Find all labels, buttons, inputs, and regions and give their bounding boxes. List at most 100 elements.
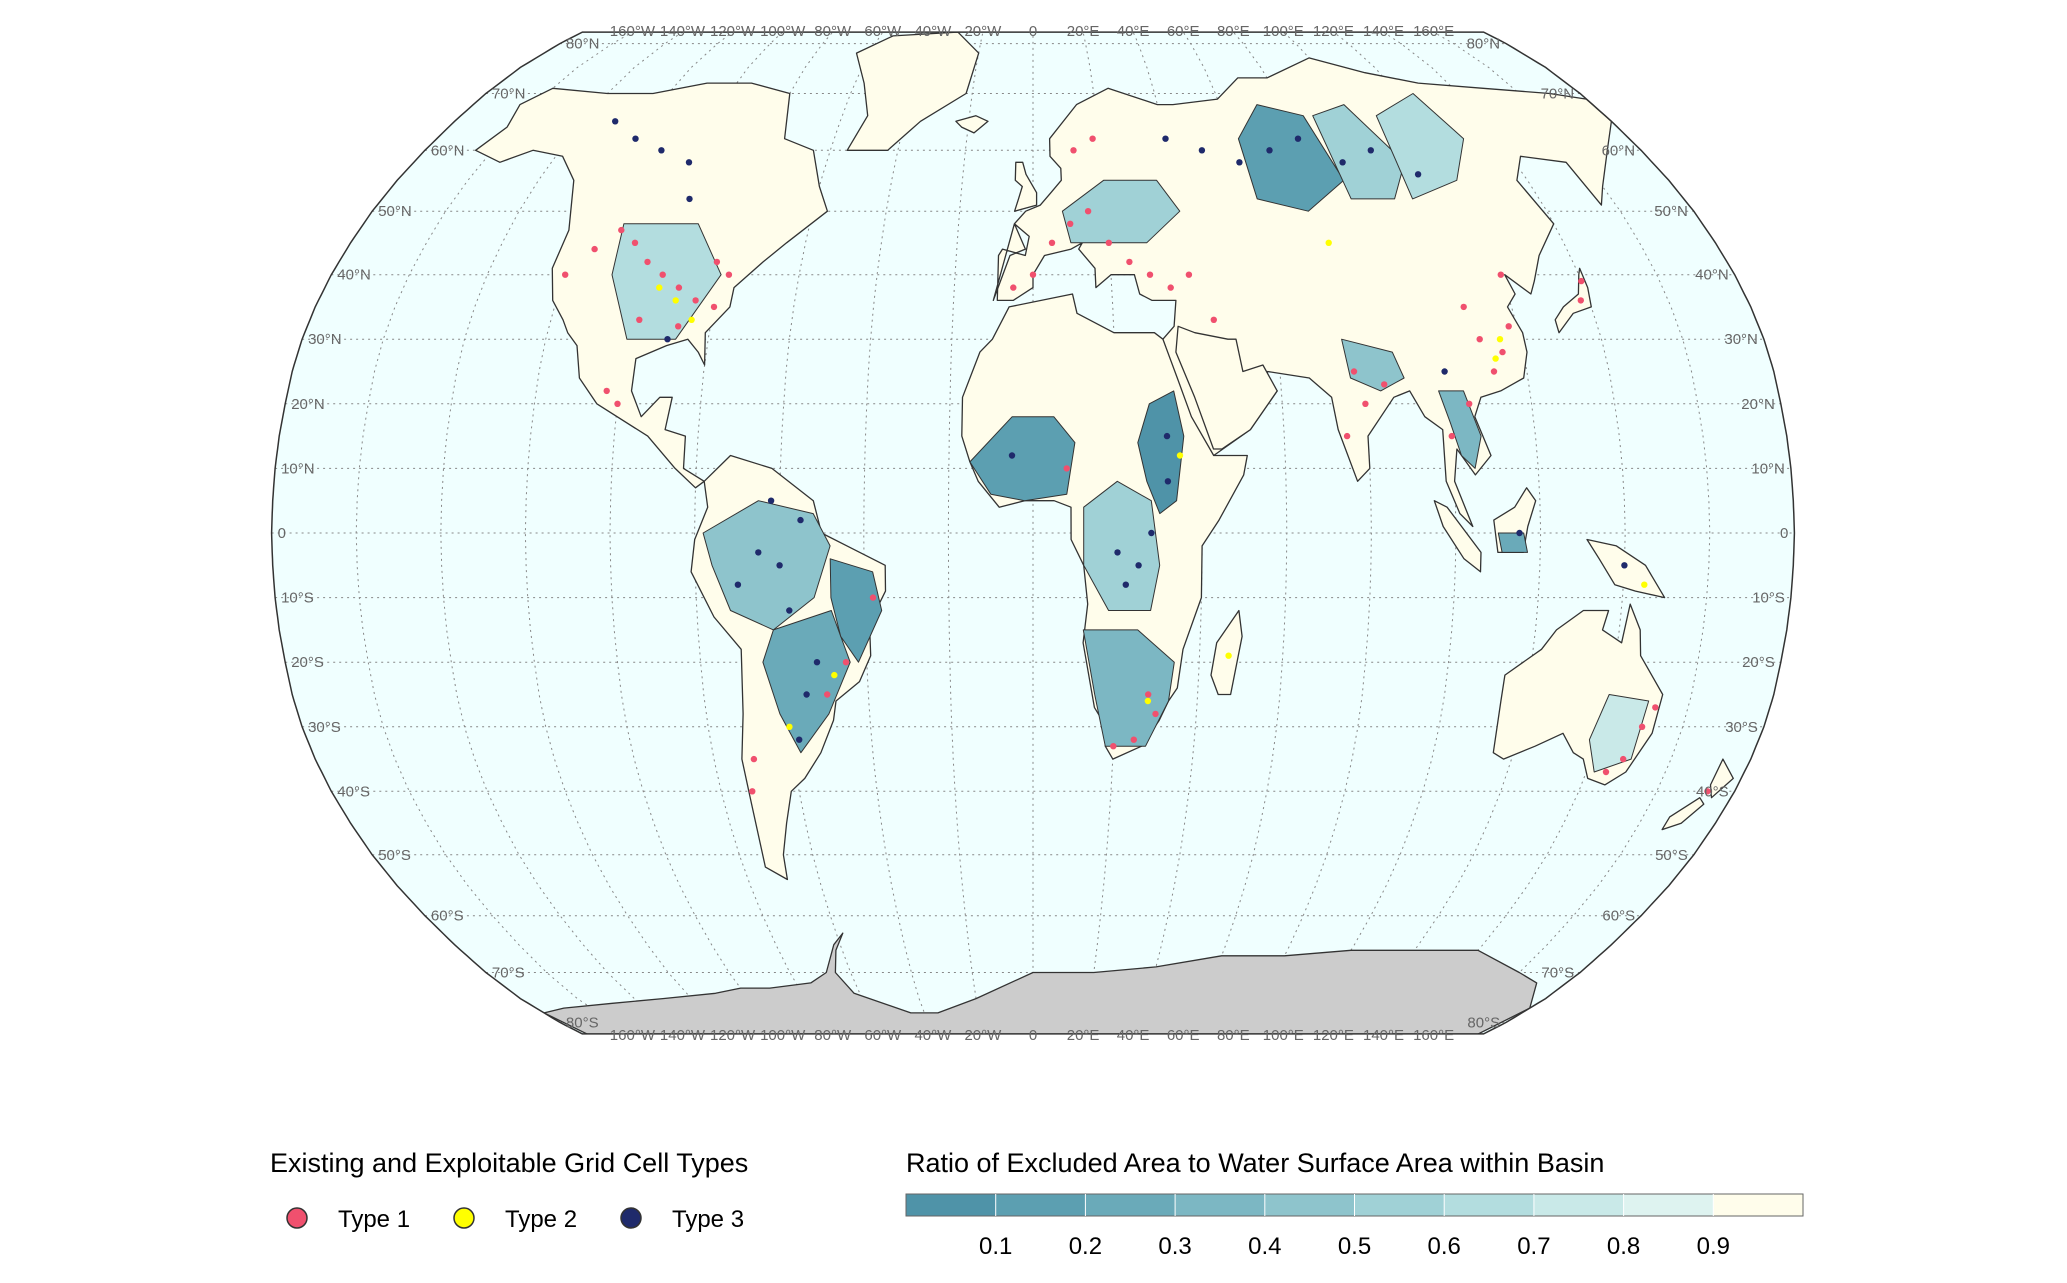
lon-label-top: 20°W bbox=[964, 23, 1002, 40]
lon-label-top: 40°E bbox=[1117, 23, 1150, 40]
lon-label-top: 20°E bbox=[1067, 23, 1100, 40]
grid-cell-type-3 bbox=[1266, 147, 1273, 154]
grid-cell-type-1 bbox=[824, 691, 831, 698]
grid-cell-type-3 bbox=[1162, 135, 1169, 142]
grid-cell-type-1 bbox=[1448, 432, 1456, 440]
grid-cell-type-3 bbox=[1008, 452, 1016, 459]
landmass-new-zealand-north bbox=[1709, 758, 1734, 799]
lat-label-right: 80°N bbox=[1467, 36, 1501, 53]
basin-congo-basin bbox=[1083, 480, 1161, 611]
grid-cell-type-1 bbox=[1105, 239, 1113, 246]
colorbar bbox=[905, 1193, 1804, 1217]
grid-cell-type-2 bbox=[1492, 355, 1499, 362]
grid-cell-type-1 bbox=[692, 297, 699, 304]
legend-type-3-marker bbox=[620, 1207, 642, 1229]
lon-label-top: 100°E bbox=[1263, 23, 1304, 40]
grid-cell-type-1 bbox=[618, 226, 625, 234]
grid-cell-type-1 bbox=[1146, 271, 1154, 278]
legend-type-1-label: Type 1 bbox=[338, 1206, 410, 1233]
lon-label-bottom: 120°W bbox=[710, 1027, 756, 1044]
lon-label-top: 40°W bbox=[914, 23, 952, 40]
lon-label-bottom: 20°E bbox=[1067, 1027, 1100, 1044]
legend-points-title: Existing and Exploitable Grid Cell Types bbox=[270, 1148, 748, 1178]
lon-label-top: 80°W bbox=[814, 23, 852, 40]
lat-label-right: 10°S bbox=[1752, 590, 1785, 607]
meridian-line bbox=[1383, 32, 1626, 1034]
grid-cell-type-2 bbox=[831, 671, 838, 679]
colorbar-tick-label: 0.7 bbox=[1517, 1233, 1550, 1260]
grid-cell-type-2 bbox=[656, 284, 663, 291]
grid-cell-type-1 bbox=[1499, 348, 1506, 356]
colorbar-bin bbox=[1175, 1194, 1266, 1216]
grid-cell-type-1 bbox=[1620, 755, 1627, 763]
grid-cell-type-1 bbox=[1350, 368, 1358, 375]
grid-cell-type-3 bbox=[1294, 135, 1302, 142]
colorbar-bin bbox=[1085, 1194, 1176, 1216]
lon-label-top: 80°E bbox=[1217, 23, 1250, 40]
lat-label-right: 70°N bbox=[1541, 86, 1575, 103]
colorbar-tick-label: 0.3 bbox=[1158, 1233, 1191, 1260]
basin-lena-basin bbox=[1375, 93, 1465, 200]
grid-cell-type-3 bbox=[1441, 368, 1448, 375]
grid-cell-type-1 bbox=[1084, 208, 1092, 215]
grid-cell-type-3 bbox=[803, 691, 810, 698]
lat-label-right: 40°S bbox=[1696, 783, 1729, 800]
grid-cell-type-1 bbox=[1167, 284, 1174, 291]
grid-cell-type-3 bbox=[1148, 529, 1155, 537]
grid-cell-type-3 bbox=[1122, 581, 1130, 588]
grid-cell-type-1 bbox=[713, 258, 721, 266]
lat-label-left: 40°N bbox=[337, 267, 371, 284]
lat-label-left: 70°N bbox=[492, 86, 526, 103]
lat-label-left: 30°N bbox=[308, 331, 342, 348]
legend-type-2-marker bbox=[453, 1207, 475, 1229]
lon-label-top: 160°E bbox=[1413, 23, 1454, 40]
grid-cell-type-1 bbox=[1343, 432, 1351, 440]
grid-cell-type-1 bbox=[750, 755, 758, 763]
colorbar-bin bbox=[995, 1194, 1086, 1216]
lat-label-left: 80°N bbox=[566, 36, 600, 53]
grid-cell-type-1 bbox=[1048, 239, 1056, 246]
colorbar-bin bbox=[1264, 1194, 1355, 1216]
colorbar-tick-label: 0.1 bbox=[979, 1233, 1012, 1260]
lat-label-right: 60°N bbox=[1602, 142, 1636, 159]
basin-layer bbox=[611, 93, 1650, 773]
grid-cell-type-1 bbox=[1476, 336, 1483, 343]
grid-cell-type-3 bbox=[1414, 171, 1422, 178]
grid-cell-type-1 bbox=[603, 387, 610, 395]
lat-label-left: 60°S bbox=[431, 908, 464, 925]
lon-label-bottom: 60°W bbox=[864, 1027, 902, 1044]
grid-cell-type-3 bbox=[1163, 432, 1171, 440]
lat-label-left: 10°S bbox=[281, 590, 314, 607]
lon-label-bottom: 80°W bbox=[814, 1027, 852, 1044]
landmass-sumatra bbox=[1433, 500, 1482, 573]
grid-cell-type-3 bbox=[1236, 159, 1243, 166]
meridian-line bbox=[863, 32, 934, 1034]
lon-label-bottom: 100°W bbox=[760, 1027, 806, 1044]
legend-item-type-3: Type 3 bbox=[620, 1206, 744, 1233]
lon-label-top: 0 bbox=[1029, 23, 1037, 40]
grid-cell-type-3 bbox=[1114, 549, 1121, 556]
colorbar-tick-label: 0.2 bbox=[1069, 1233, 1102, 1260]
basin-indonesia-basin bbox=[1497, 532, 1528, 553]
grid-cell-type-1 bbox=[1577, 297, 1585, 304]
grid-cell-type-2 bbox=[1496, 336, 1504, 343]
grid-cell-type-3 bbox=[658, 147, 665, 154]
lat-label-left: 80°S bbox=[566, 1014, 599, 1031]
grid-cell-type-1 bbox=[1490, 368, 1498, 375]
basin-murray-basin bbox=[1588, 694, 1650, 773]
grid-cell-type-3 bbox=[1516, 529, 1523, 537]
grid-cell-type-1 bbox=[1466, 400, 1473, 407]
grid-cell-type-1 bbox=[1638, 723, 1646, 730]
grid-cell-type-3 bbox=[786, 607, 793, 614]
lon-label-top: 140°E bbox=[1363, 23, 1404, 40]
grid-cell-type-1 bbox=[1652, 704, 1659, 711]
lat-label-right: 30°S bbox=[1725, 719, 1758, 736]
grid-cell-type-1 bbox=[1089, 135, 1096, 142]
lon-label-bottom: 0 bbox=[1029, 1027, 1037, 1044]
lon-label-bottom: 20°W bbox=[964, 1027, 1002, 1044]
grid-cell-type-1 bbox=[1152, 710, 1159, 718]
colorbar-bin bbox=[1354, 1194, 1445, 1216]
grid-cell-type-1 bbox=[749, 788, 756, 795]
grid-cell-type-1 bbox=[1063, 465, 1070, 472]
landmass-new-zealand-south bbox=[1661, 797, 1705, 831]
